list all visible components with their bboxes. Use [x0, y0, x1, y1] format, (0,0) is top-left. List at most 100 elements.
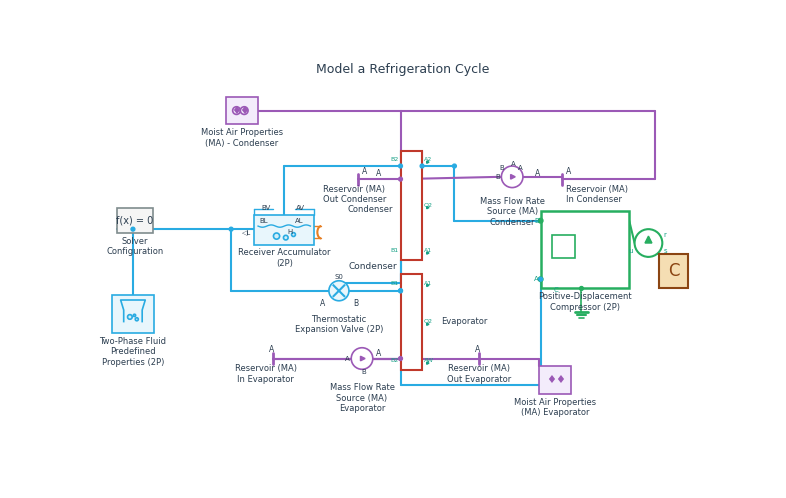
- Text: A: A: [512, 161, 516, 167]
- Text: Condenser: Condenser: [348, 261, 397, 270]
- Circle shape: [634, 229, 663, 257]
- Text: AL: AL: [295, 219, 303, 225]
- Circle shape: [538, 277, 543, 281]
- Text: s: s: [664, 248, 667, 253]
- Bar: [117, 208, 152, 233]
- Circle shape: [501, 166, 523, 188]
- Text: A: A: [534, 276, 539, 282]
- Text: A: A: [475, 345, 480, 354]
- Bar: [541, 212, 630, 288]
- Text: A1: A1: [424, 248, 432, 253]
- Text: Two-Phase Fluid
Predefined
Properties (2P): Two-Phase Fluid Predefined Properties (2…: [100, 337, 167, 367]
- Circle shape: [131, 227, 135, 231]
- Circle shape: [399, 164, 402, 168]
- Polygon shape: [361, 356, 365, 361]
- Circle shape: [274, 233, 280, 239]
- Text: A: A: [270, 345, 274, 354]
- Bar: [553, 235, 575, 257]
- Text: B2: B2: [391, 157, 399, 162]
- Text: O2: O2: [424, 319, 432, 324]
- Text: A: A: [566, 167, 571, 176]
- Text: B: B: [534, 218, 539, 224]
- Text: Model a Refrigeration Cycle: Model a Refrigeration Cycle: [316, 63, 490, 76]
- Text: A: A: [517, 164, 522, 170]
- Text: Mass Flow Rate
Source (MA)
Evaporator: Mass Flow Rate Source (MA) Evaporator: [329, 383, 395, 413]
- Bar: [226, 97, 258, 124]
- Polygon shape: [427, 362, 429, 365]
- Polygon shape: [511, 174, 516, 179]
- Circle shape: [135, 318, 138, 321]
- Text: ♦: ♦: [239, 106, 249, 116]
- Circle shape: [284, 236, 288, 240]
- Text: A: A: [345, 356, 350, 362]
- Text: B1: B1: [391, 248, 399, 253]
- Bar: [539, 366, 571, 394]
- Circle shape: [292, 233, 296, 237]
- Text: f(x) = 0: f(x) = 0: [116, 216, 153, 226]
- Text: BL: BL: [259, 219, 268, 225]
- Text: ♦: ♦: [545, 375, 556, 385]
- Text: B: B: [353, 299, 358, 308]
- Text: Mass Flow Rate
Source (MA)
Condenser: Mass Flow Rate Source (MA) Condenser: [479, 197, 545, 227]
- Text: A: A: [320, 299, 325, 308]
- Polygon shape: [427, 284, 429, 286]
- Circle shape: [399, 289, 402, 293]
- Text: AW: AW: [424, 359, 434, 364]
- Text: Reservoir (MA)
In Evaporator: Reservoir (MA) In Evaporator: [235, 364, 297, 383]
- Circle shape: [351, 348, 373, 370]
- Circle shape: [230, 227, 233, 231]
- Circle shape: [134, 314, 136, 317]
- Bar: [659, 254, 689, 288]
- Text: Positive-Displacement
Compressor (2P): Positive-Displacement Compressor (2P): [538, 292, 632, 312]
- Circle shape: [421, 164, 424, 168]
- Text: H: H: [288, 229, 293, 235]
- Circle shape: [399, 177, 402, 181]
- Text: Evaporator: Evaporator: [441, 317, 487, 327]
- Text: Solver
Configuration: Solver Configuration: [106, 237, 163, 256]
- Text: A: A: [376, 349, 381, 358]
- Text: AV: AV: [296, 205, 305, 211]
- Text: B: B: [362, 369, 366, 374]
- Polygon shape: [427, 161, 429, 163]
- Text: r: r: [664, 233, 667, 239]
- Text: C: C: [553, 287, 558, 293]
- Polygon shape: [427, 252, 429, 254]
- Text: ◁L: ◁L: [242, 229, 252, 235]
- Polygon shape: [427, 207, 429, 209]
- Text: ♦: ♦: [232, 106, 241, 116]
- Text: Moist Air Properties
(MA) - Condenser: Moist Air Properties (MA) - Condenser: [201, 128, 283, 148]
- Text: A: A: [376, 169, 381, 178]
- Text: A: A: [535, 169, 540, 178]
- Polygon shape: [427, 323, 429, 325]
- Circle shape: [399, 357, 402, 361]
- Text: u: u: [629, 248, 633, 253]
- Text: A1: A1: [424, 280, 432, 285]
- Text: B: B: [499, 164, 504, 170]
- Circle shape: [453, 164, 457, 168]
- Text: Reservoir (MA)
In Condenser: Reservoir (MA) In Condenser: [566, 185, 628, 204]
- Bar: [112, 295, 154, 333]
- Bar: [401, 150, 422, 260]
- Circle shape: [241, 107, 248, 115]
- Circle shape: [329, 281, 349, 301]
- Text: A2: A2: [424, 157, 432, 162]
- Bar: [254, 215, 314, 245]
- Text: BV: BV: [261, 205, 270, 211]
- Text: B2: B2: [391, 359, 399, 364]
- Text: Thermostatic
Expansion Valve (2P): Thermostatic Expansion Valve (2P): [295, 315, 383, 334]
- Circle shape: [538, 219, 543, 223]
- Polygon shape: [645, 236, 652, 243]
- Text: C: C: [668, 262, 680, 280]
- Text: A: A: [362, 167, 367, 176]
- Text: Moist Air Properties
(MA) Evaporator: Moist Air Properties (MA) Evaporator: [514, 398, 597, 417]
- Circle shape: [579, 286, 583, 290]
- Text: B1: B1: [391, 280, 399, 285]
- Text: Condenser: Condenser: [347, 205, 393, 214]
- Text: Reservoir (MA)
Out Evaporator: Reservoir (MA) Out Evaporator: [447, 364, 511, 383]
- Text: O2: O2: [424, 203, 432, 208]
- Text: Receiver Accumulator
(2P): Receiver Accumulator (2P): [238, 249, 330, 268]
- Circle shape: [233, 107, 241, 115]
- Text: ♦: ♦: [555, 375, 565, 385]
- Text: Reservoir (MA)
Out Condenser: Reservoir (MA) Out Condenser: [322, 185, 386, 204]
- Circle shape: [538, 277, 542, 281]
